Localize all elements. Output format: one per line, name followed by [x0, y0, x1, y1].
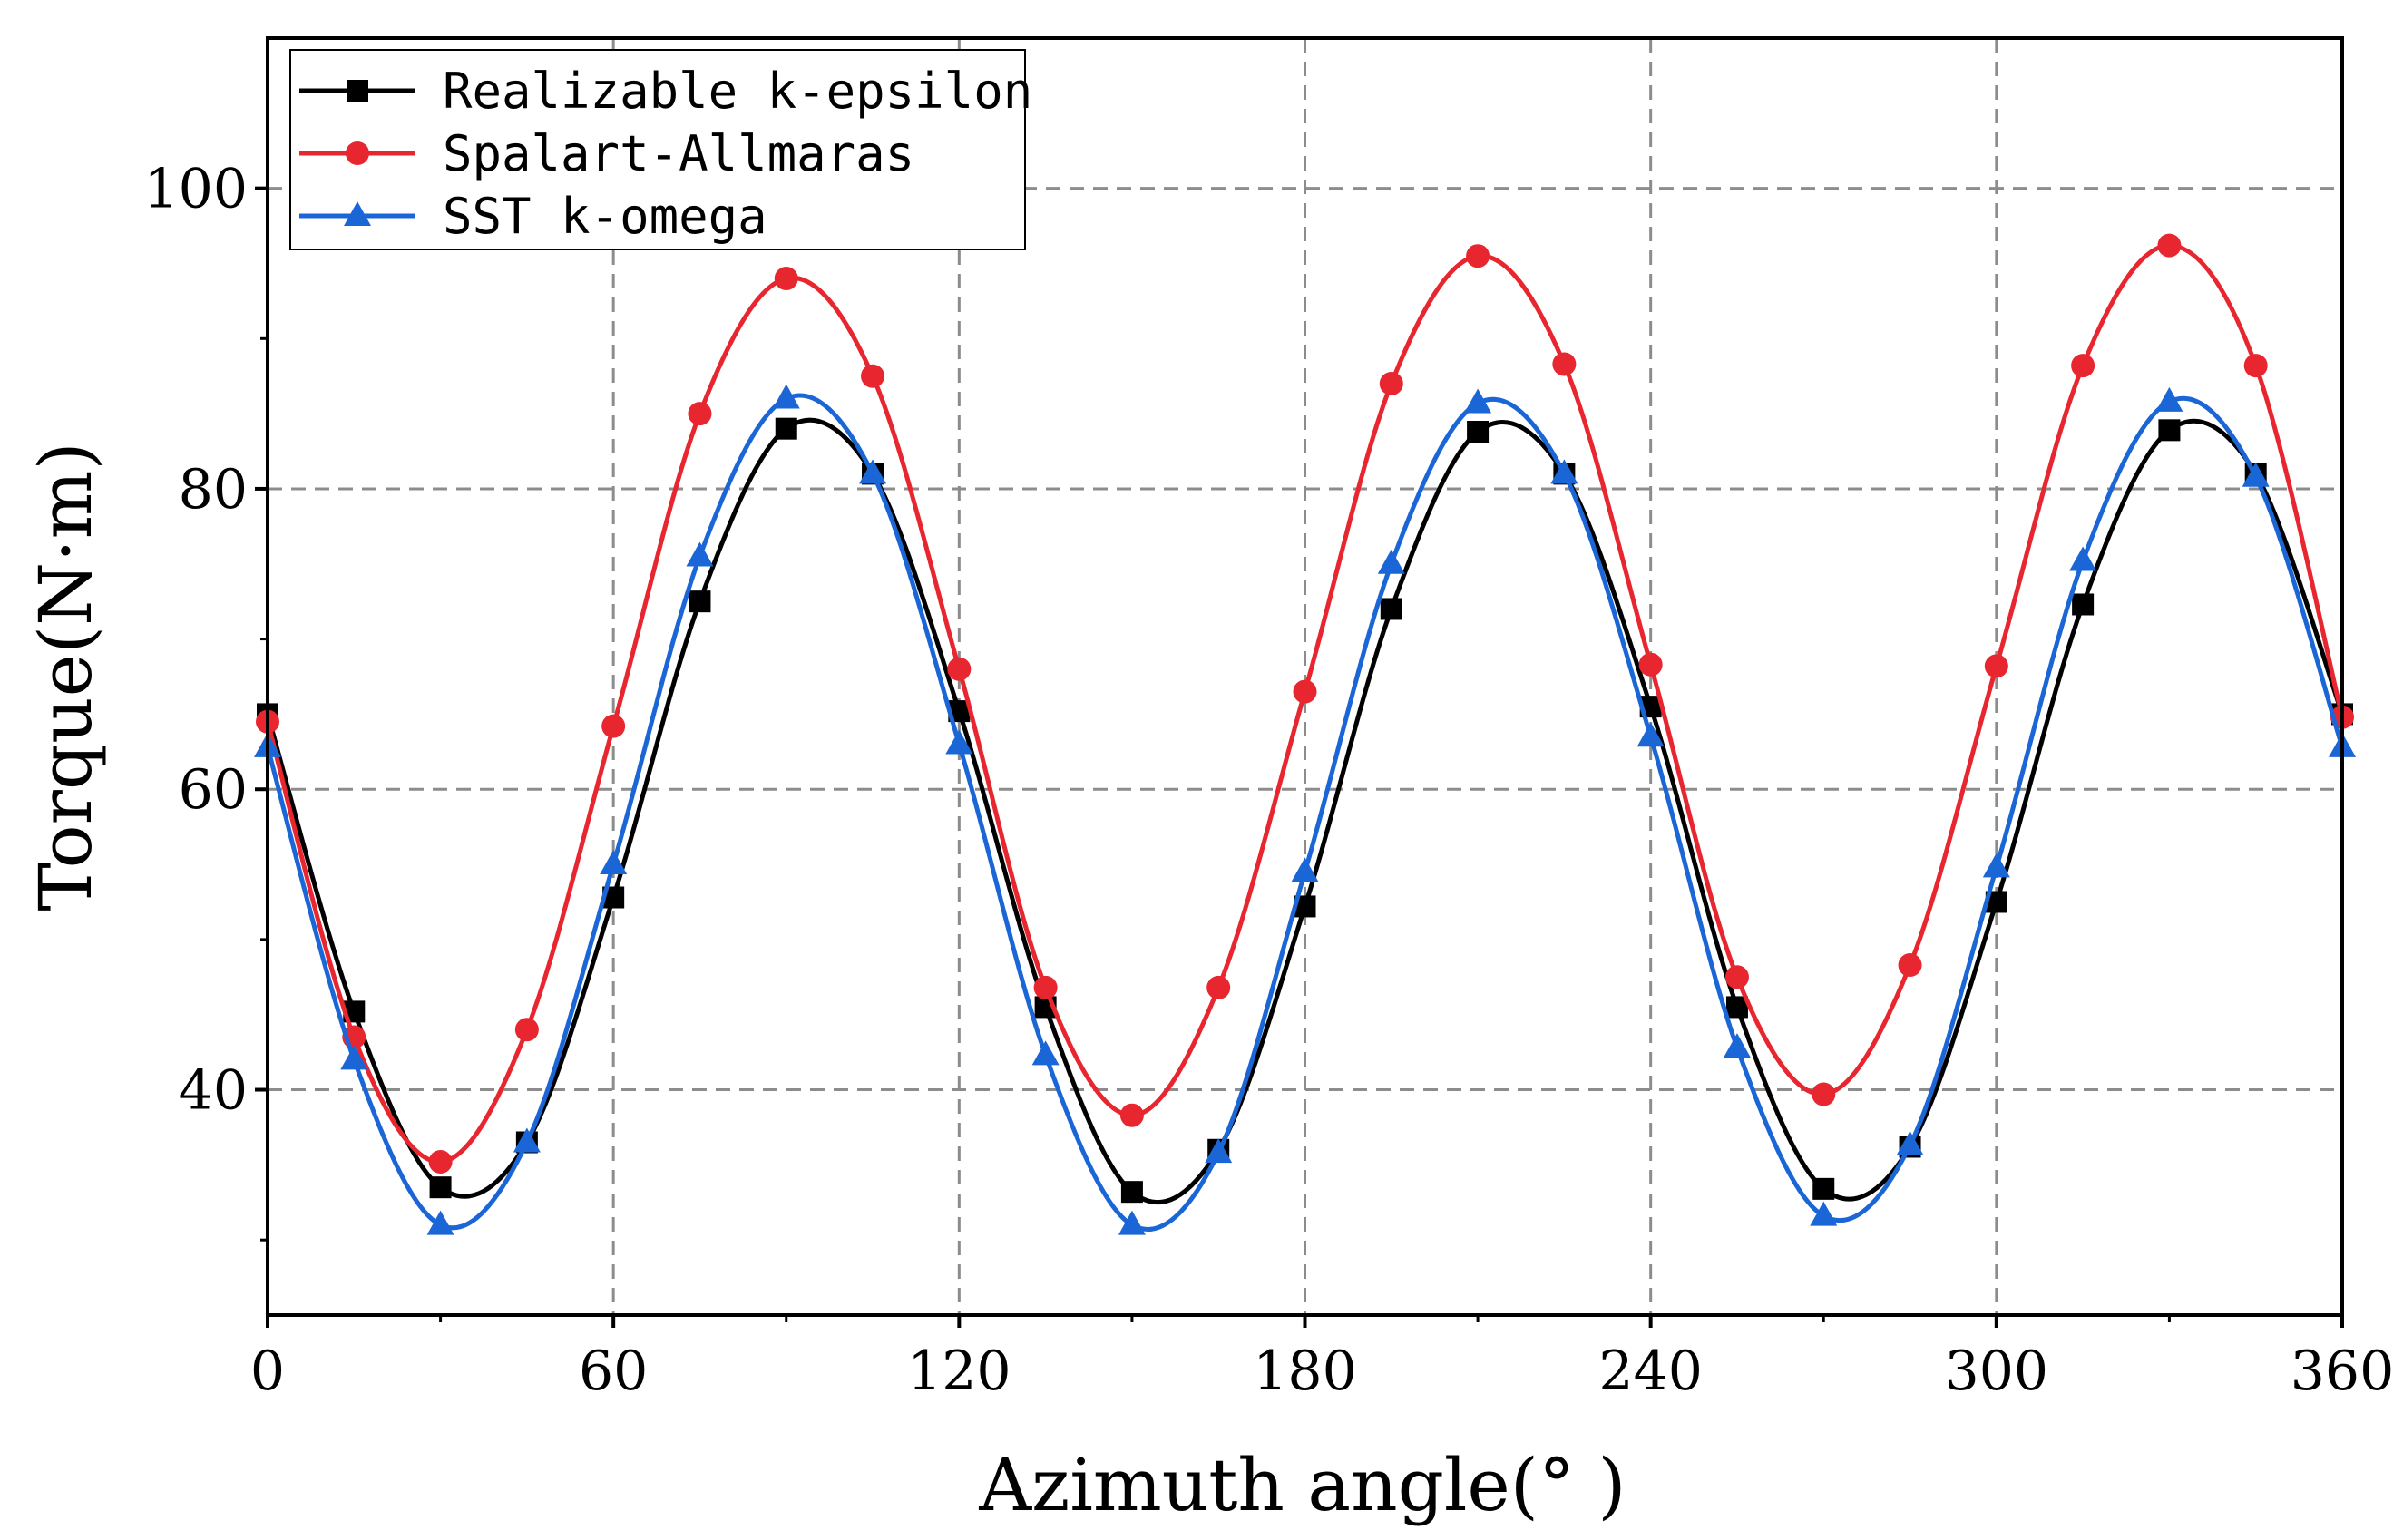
data-point-spalart-allmaras	[2157, 233, 2182, 258]
series-spalart-allmaras	[256, 233, 2354, 1174]
x-tick-label: 180	[1253, 1340, 1357, 1403]
data-point-sst-k-omega	[2242, 462, 2270, 487]
y-tick-label: 60	[179, 758, 248, 822]
legend-marker-realizable-k-epsilon	[347, 80, 368, 102]
y-tick-label: 80	[179, 458, 248, 521]
data-point-sst-k-omega	[1464, 388, 1492, 414]
legend-label-spalart-allmaras: Spalart-Allmaras	[443, 125, 914, 182]
legend-marker-spalart-allmaras	[346, 141, 369, 165]
x-tick-label: 300	[1945, 1340, 2049, 1403]
data-point-spalart-allmaras	[1638, 652, 1663, 677]
data-point-sst-k-omega	[945, 729, 973, 755]
data-point-realizable-k-epsilon	[1812, 1177, 1835, 1200]
axis-ticks	[255, 186, 2344, 1328]
data-point-spalart-allmaras	[2243, 354, 2268, 378]
data-point-spalart-allmaras	[861, 364, 885, 388]
data-point-sst-k-omega	[1896, 1130, 1924, 1155]
data-point-spalart-allmaras	[1206, 975, 1231, 999]
data-point-sst-k-omega	[859, 459, 887, 484]
data-point-sst-k-omega	[1723, 1033, 1751, 1058]
data-point-spalart-allmaras	[1033, 975, 1058, 999]
data-point-spalart-allmaras	[1293, 679, 1317, 704]
data-point-spalart-allmaras	[1379, 371, 1403, 395]
data-point-realizable-k-epsilon	[429, 1176, 452, 1199]
y-tick-label: 40	[179, 1059, 248, 1123]
data-point-spalart-allmaras	[688, 402, 712, 426]
data-point-sst-k-omega	[1810, 1201, 1838, 1226]
x-tick-label: 60	[579, 1340, 648, 1403]
data-point-spalart-allmaras	[1119, 1103, 1144, 1127]
data-point-spalart-allmaras	[947, 657, 972, 681]
data-point-realizable-k-epsilon	[775, 417, 797, 440]
data-point-spalart-allmaras	[2071, 354, 2095, 378]
legend: Realizable k-epsilon Spalart-Allmaras SS…	[289, 49, 1032, 250]
data-point-realizable-k-epsilon	[689, 590, 711, 613]
data-point-spalart-allmaras	[514, 1018, 539, 1042]
data-point-sst-k-omega	[2069, 546, 2097, 571]
data-point-sst-k-omega	[513, 1127, 541, 1153]
legend-items	[299, 80, 415, 226]
data-point-sst-k-omega	[772, 384, 800, 409]
x-tick-label: 120	[907, 1340, 1011, 1403]
series-group	[254, 233, 2356, 1235]
data-point-sst-k-omega	[686, 541, 714, 567]
data-point-spalart-allmaras	[428, 1150, 453, 1174]
data-point-spalart-allmaras	[1552, 352, 1577, 376]
data-point-sst-k-omega	[1636, 722, 1665, 747]
series-sst-k-omega	[254, 384, 2356, 1235]
data-point-spalart-allmaras	[1984, 654, 2008, 678]
data-point-spalart-allmaras	[774, 267, 798, 291]
data-point-sst-k-omega	[1291, 857, 1319, 882]
data-point-sst-k-omega	[1377, 549, 1405, 574]
data-point-sst-k-omega	[1982, 853, 2010, 878]
data-point-realizable-k-epsilon	[1467, 420, 1490, 443]
legend-label-sst-k-omega: SST k-omega	[443, 188, 767, 245]
data-point-spalart-allmaras	[1812, 1082, 1836, 1106]
data-point-spalart-allmaras	[601, 714, 626, 738]
data-point-sst-k-omega	[600, 850, 628, 875]
x-axis-title: Azimuth angle(° )	[978, 1443, 1626, 1527]
data-point-sst-k-omega	[426, 1210, 454, 1235]
data-point-sst-k-omega	[2155, 386, 2183, 412]
data-point-sst-k-omega	[1550, 459, 1578, 484]
data-point-realizable-k-epsilon	[2158, 419, 2181, 442]
y-tick-label: 100	[143, 158, 248, 221]
x-tick-label: 360	[2291, 1340, 2395, 1403]
data-point-realizable-k-epsilon	[1380, 598, 1402, 620]
data-point-sst-k-omega	[1031, 1040, 1060, 1066]
y-axis-title: Torque(N·m)	[24, 442, 108, 911]
x-tick-label: 240	[1598, 1340, 1703, 1403]
x-tick-label: 0	[250, 1340, 285, 1403]
data-point-spalart-allmaras	[1466, 244, 1490, 268]
data-point-realizable-k-epsilon	[2072, 593, 2095, 616]
data-point-spalart-allmaras	[1724, 965, 1749, 989]
tick-labels: 0 60 120 180 240 300 360 40 60 80 100	[143, 158, 2394, 1403]
legend-label-realizable-k-epsilon: Realizable k-epsilon	[443, 63, 1032, 120]
data-point-realizable-k-epsilon	[1120, 1181, 1143, 1204]
data-point-sst-k-omega	[1205, 1138, 1233, 1164]
data-point-sst-k-omega	[1118, 1210, 1146, 1235]
legend-marker-sst-k-omega	[344, 201, 371, 226]
data-point-spalart-allmaras	[1898, 953, 1922, 978]
data-point-sst-k-omega	[340, 1045, 368, 1070]
